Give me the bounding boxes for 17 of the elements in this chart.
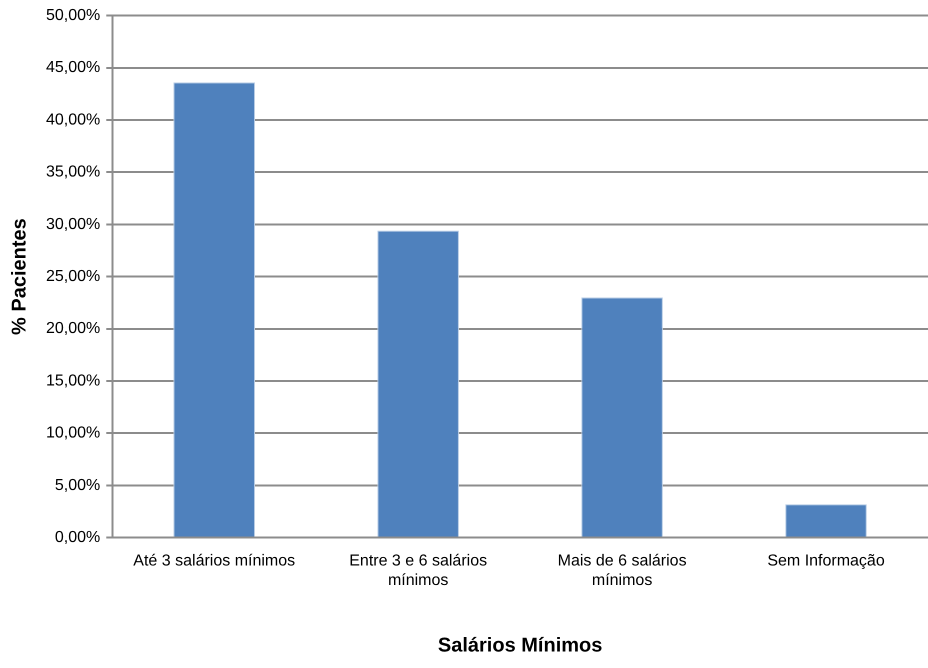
y-tick-label: 5,00%	[54, 476, 100, 494]
y-axis-title: % Pacientes	[8, 218, 31, 335]
y-tick-label: 20,00%	[46, 320, 100, 338]
y-tick-label: 15,00%	[46, 372, 100, 390]
x-tick-label: Até 3 salários mínimos	[133, 552, 296, 570]
y-tick-label: 45,00%	[46, 59, 100, 76]
y-tick-label: 25,00%	[46, 268, 100, 286]
x-tick-label: Mais de 6 salários mínimos	[558, 552, 687, 589]
y-tick-label: 50,00%	[46, 7, 100, 24]
y-tick-label: 10,00%	[46, 424, 100, 442]
y-tick-label: 35,00%	[46, 164, 100, 181]
y-tick-label: 40,00%	[46, 111, 100, 128]
y-tick-label: 30,00%	[46, 216, 100, 233]
x-tick-label: Sem Informação	[767, 552, 885, 570]
x-axis-title: Salários Mínimos	[438, 634, 602, 657]
x-tick-label: Entre 3 e 6 salários mínimos	[349, 552, 488, 589]
y-tick-label: 0,00%	[54, 529, 100, 546]
